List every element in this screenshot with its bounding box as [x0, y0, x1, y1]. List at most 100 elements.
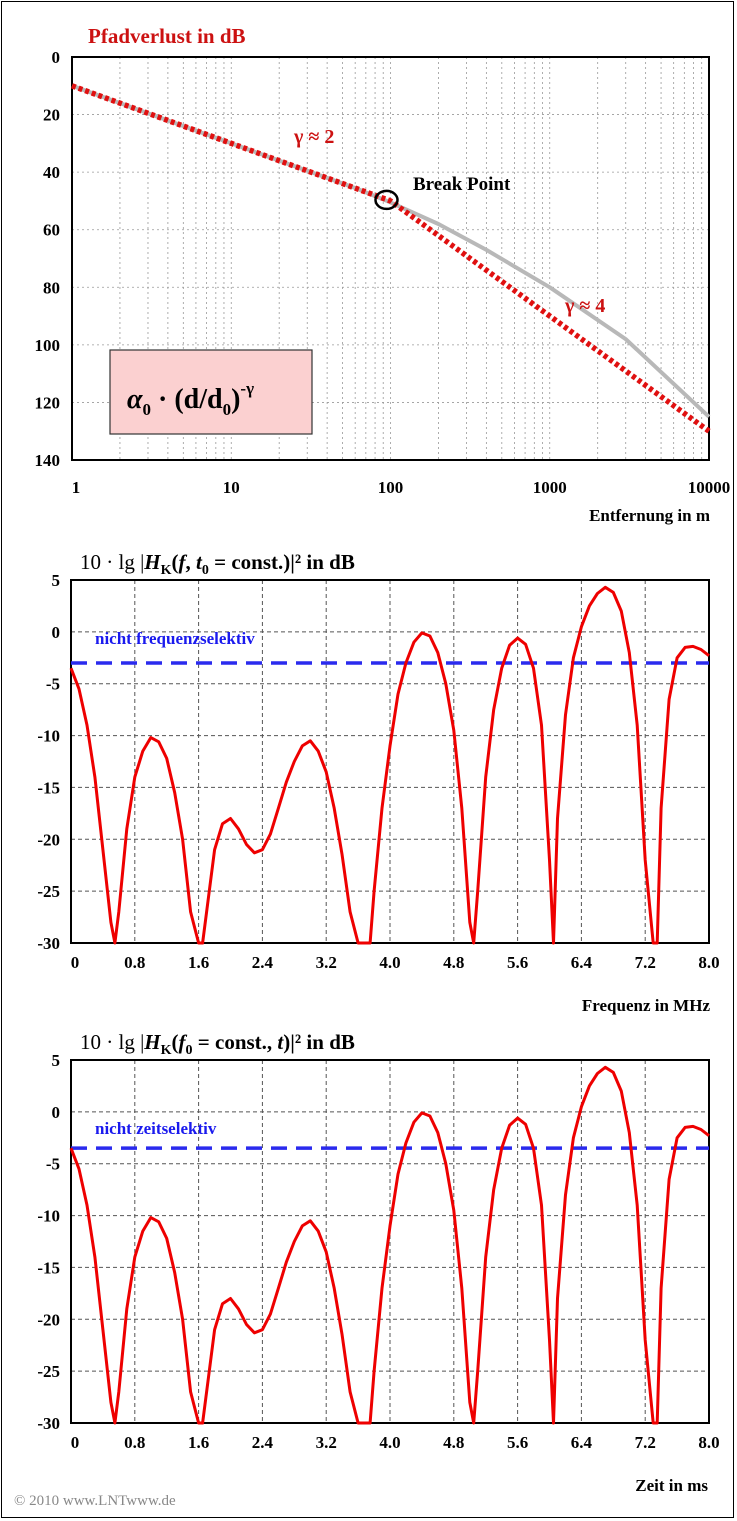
- frequency-curve: [69, 585, 710, 945]
- formula-alpha: α: [127, 384, 143, 415]
- p2-x-tick-label: 6.4: [571, 953, 593, 972]
- pathloss-y-tick-label: 60: [43, 221, 60, 240]
- pathloss-x-tick-label: 1000: [533, 478, 567, 497]
- p2-x-tick-label: 0.8: [124, 953, 145, 972]
- time-curve: [69, 1065, 710, 1425]
- frequency-title-part-3: (: [172, 550, 179, 574]
- p3-x-tick-label: 5.6: [507, 1433, 528, 1452]
- time-title-part-1: H: [143, 1030, 161, 1054]
- p2-x-tick-label: 4.8: [443, 953, 464, 972]
- formula-box: α0 · (d/d0)-γ: [109, 349, 313, 435]
- frequency-title-part-6: t: [196, 550, 203, 574]
- pathloss-y-tick-label: 80: [43, 278, 60, 297]
- time-title: 10 · lg |HK(f0 = const., t)|² in dB: [80, 1030, 355, 1058]
- time-reference-label: nicht zeitselektiv: [95, 1119, 217, 1138]
- pathloss-y-tick-label: 20: [43, 106, 60, 125]
- frequency-title-part-4: f: [179, 550, 188, 574]
- p3-x-tick-label: 2.4: [252, 1433, 274, 1452]
- p2-x-tick-label: 4.0: [379, 953, 400, 972]
- p2-x-tick-label: 0: [71, 953, 80, 972]
- p2-x-tick-label: 2.4: [252, 953, 274, 972]
- p3-y-tick-label: -30: [37, 1414, 60, 1433]
- pathloss-red-dotted-line: [71, 83, 711, 434]
- p3-x-tick-label: 7.2: [635, 1433, 656, 1452]
- time-title-part-2: K: [161, 1043, 172, 1058]
- copyright-notice: © 2010 www.LNTwww.de: [14, 1493, 176, 1509]
- breakpoint-marker: [374, 189, 399, 211]
- p2-y-tick-label: -30: [37, 934, 60, 953]
- time-title-part-3: (: [172, 1030, 179, 1054]
- p2-y-tick-label: -15: [37, 778, 60, 797]
- time-title-part-4: f: [179, 1030, 188, 1054]
- pathloss-x-tick-label: 10000: [688, 478, 731, 497]
- frequency-title-part-5: ,: [186, 550, 197, 574]
- formula-mid: · (d/d: [151, 384, 223, 415]
- pathloss-y-tick-label: 40: [43, 163, 60, 182]
- frequency-title-part-7: 0: [202, 563, 209, 578]
- time-title-part-5: 0: [186, 1043, 193, 1058]
- frequency-chart: 10 · lg |HK(f, t0 = const.)|² in dB 50-5…: [37, 550, 719, 1015]
- pathloss-title: Pfadverlust in dB: [88, 24, 246, 48]
- time-title-part-0: 10 · lg |: [80, 1030, 144, 1054]
- gamma4-label: γ ≈ 4: [564, 295, 605, 317]
- pathloss-x-tick-label: 10: [223, 478, 240, 497]
- frequency-x-axis-label: Frequenz in MHz: [582, 996, 711, 1015]
- pathloss-y-tick-label: 140: [35, 451, 61, 470]
- p2-x-tick-label: 8.0: [698, 953, 719, 972]
- time-x-axis-label: Zeit in ms: [635, 1476, 708, 1495]
- time-y-ticks: 5 0 -5 -10 -15 -20 -25 -30: [37, 1051, 60, 1433]
- frequency-title-part-0: 10 · lg |: [80, 550, 144, 574]
- p3-y-tick-label: -5: [46, 1155, 60, 1174]
- p3-y-tick-label: -10: [37, 1207, 60, 1226]
- frequency-title-part-1: H: [143, 550, 161, 574]
- pathloss-y-tick-label: 0: [52, 48, 61, 67]
- pathloss-x-tick-label: 1: [72, 478, 81, 497]
- formula-exp: -γ: [240, 379, 254, 398]
- p3-y-tick-label: 5: [52, 1051, 61, 1070]
- frequency-title: 10 · lg |HK(f, t0 = const.)|² in dB: [80, 550, 355, 578]
- p2-x-tick-label: 3.2: [316, 953, 337, 972]
- p3-x-tick-label: 8.0: [698, 1433, 719, 1452]
- pathloss-y-tick-label: 120: [35, 393, 61, 412]
- p2-x-tick-label: 5.6: [507, 953, 528, 972]
- frequency-x-ticks: 0 0.8 1.6 2.4 3.2 4.0 4.8 5.6 6.4 7.2 8.0: [71, 953, 720, 972]
- frequency-plot-area: [70, 579, 710, 944]
- frequency-y-ticks: 5 0 -5 -10 -15 -20 -25 -30: [37, 571, 60, 953]
- time-grid: [71, 1060, 709, 1423]
- p3-y-tick-label: -15: [37, 1258, 60, 1277]
- time-plot-area: [70, 1059, 710, 1424]
- pathloss-gray-curve: [71, 83, 711, 419]
- formula-sub1: 0: [223, 400, 232, 419]
- p2-y-tick-label: -25: [37, 882, 60, 901]
- pathloss-y-ticks: 0 20 40 60 80 100 120 140: [35, 48, 61, 470]
- p3-x-tick-label: 6.4: [571, 1433, 593, 1452]
- p3-y-tick-label: -25: [37, 1362, 60, 1381]
- pathloss-x-axis-label: Entfernung in m: [589, 506, 710, 525]
- p3-x-tick-label: 0.8: [124, 1433, 145, 1452]
- frequency-reference-label: nicht frequenzselektiv: [95, 629, 255, 648]
- frequency-title-part-8: = const.)|² in dB: [209, 550, 355, 574]
- formula-close: ): [231, 384, 240, 415]
- p2-y-tick-label: 0: [52, 623, 61, 642]
- p3-x-tick-label: 4.0: [379, 1433, 400, 1452]
- p2-y-tick-label: -10: [37, 727, 60, 746]
- p3-y-tick-label: 0: [52, 1103, 61, 1122]
- time-title-part-7: t: [277, 1030, 284, 1054]
- p2-x-tick-label: 1.6: [188, 953, 209, 972]
- pathloss-y-tick-label: 100: [35, 336, 61, 355]
- frequency-grid: [71, 580, 709, 943]
- p2-x-tick-label: 7.2: [635, 953, 656, 972]
- time-chart: 10 · lg |HK(f0 = const., t)|² in dB 5 0 -5…: [37, 1030, 719, 1495]
- gamma2-label: γ ≈ 2: [293, 126, 334, 148]
- p3-x-tick-label: 3.2: [316, 1433, 337, 1452]
- breakpoint-label: Break Point: [413, 174, 511, 195]
- p3-x-tick-label: 1.6: [188, 1433, 209, 1452]
- pathloss-plot-area: [71, 56, 710, 461]
- pathloss-x-tick-label: 100: [378, 478, 404, 497]
- time-title-part-6: = const.,: [193, 1030, 278, 1054]
- formula-sub0: 0: [143, 400, 152, 419]
- time-x-ticks: 0 0.8 1.6 2.4 3.2 4.0 4.8 5.6 6.4 7.2 8.0: [71, 1433, 720, 1452]
